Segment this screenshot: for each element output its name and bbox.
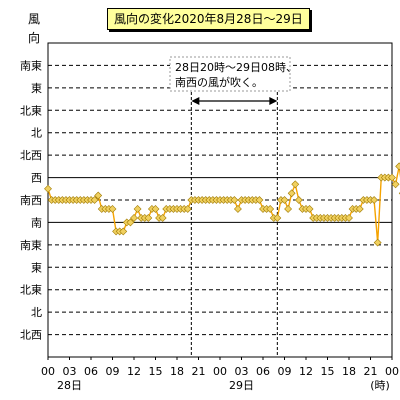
annotation-text-line2: 南西の風が吹く。 bbox=[175, 75, 263, 89]
data-point bbox=[284, 205, 293, 213]
y-tick-label: 西 bbox=[31, 172, 42, 185]
data-point bbox=[345, 214, 353, 222]
x-tick-label: 03 bbox=[235, 365, 249, 378]
data-point bbox=[388, 173, 396, 182]
y-tick-label: 南東 bbox=[20, 59, 42, 72]
y-tick-label: 東 bbox=[31, 261, 42, 274]
data-point bbox=[90, 196, 99, 204]
x-tick-label: 09 bbox=[278, 365, 292, 378]
data-point bbox=[291, 180, 300, 189]
y-tick-label: 南 bbox=[31, 216, 42, 229]
data-point bbox=[287, 189, 296, 198]
y-tick-label: 北 bbox=[31, 306, 42, 319]
x-tick-label: 06 bbox=[256, 365, 270, 378]
x-tick-label: 21 bbox=[364, 365, 378, 378]
y-tick-label: 北東 bbox=[20, 284, 42, 297]
annotation-arrow-head-right bbox=[269, 97, 278, 105]
y-tick-label: 北西 bbox=[20, 329, 42, 342]
data-point bbox=[230, 196, 239, 204]
annotation-arrow-head-left bbox=[191, 97, 200, 105]
y-tick-label: 東 bbox=[31, 82, 42, 95]
x-tick-label: 18 bbox=[170, 365, 184, 378]
data-point bbox=[151, 205, 160, 213]
data-point bbox=[126, 218, 135, 227]
data-point bbox=[373, 238, 382, 247]
x-tick-label: 09 bbox=[106, 365, 120, 378]
annotation-text-line1: 28日20時～29日08時、 bbox=[175, 61, 297, 74]
x-day-label: 29日 bbox=[229, 379, 254, 392]
data-point bbox=[183, 205, 192, 213]
data-point bbox=[233, 205, 242, 213]
data-point bbox=[280, 196, 289, 204]
x-tick-label: 00 bbox=[213, 365, 227, 378]
data-point bbox=[355, 205, 364, 213]
data-point bbox=[294, 196, 303, 204]
x-axis-unit: (時) bbox=[370, 379, 390, 392]
data-point bbox=[119, 227, 128, 236]
x-tick-label: 12 bbox=[299, 365, 313, 378]
y-tick-label: 南東 bbox=[20, 239, 42, 252]
y-axis-unit-line2: 向 bbox=[27, 31, 40, 45]
x-tick-label: 18 bbox=[342, 365, 356, 378]
data-point bbox=[391, 180, 400, 189]
x-tick-label: 21 bbox=[192, 365, 206, 378]
y-axis-unit-label: 風 向 bbox=[25, 10, 43, 48]
data-point bbox=[44, 184, 52, 193]
x-tick-label: 00 bbox=[41, 365, 55, 378]
data-point bbox=[158, 214, 167, 222]
data-point bbox=[266, 205, 275, 213]
data-point bbox=[305, 205, 314, 213]
data-point bbox=[108, 205, 117, 213]
data-point bbox=[255, 196, 264, 204]
data-point bbox=[370, 196, 379, 204]
annotation-box bbox=[169, 56, 291, 92]
x-tick-label: 15 bbox=[149, 365, 163, 378]
data-point bbox=[273, 214, 282, 222]
data-point bbox=[395, 162, 400, 171]
x-tick-label: 03 bbox=[63, 365, 77, 378]
y-tick-label: 北西 bbox=[20, 149, 42, 162]
x-tick-label: 00 bbox=[385, 365, 399, 378]
x-tick-label: 12 bbox=[127, 365, 141, 378]
y-tick-label: 北 bbox=[31, 127, 42, 140]
chart-title: 風向の変化2020年8月28日～29日 bbox=[107, 8, 310, 30]
data-point bbox=[94, 191, 103, 200]
y-tick-label: 北東 bbox=[20, 104, 42, 117]
y-tick-label: 南西 bbox=[20, 194, 42, 207]
data-point bbox=[133, 205, 142, 213]
x-day-label: 28日 bbox=[57, 379, 82, 392]
data-point bbox=[144, 214, 153, 222]
x-tick-label: 06 bbox=[84, 365, 98, 378]
y-axis-unit-line1: 風 bbox=[27, 12, 40, 26]
x-tick-label: 15 bbox=[321, 365, 335, 378]
data-point bbox=[130, 214, 138, 222]
